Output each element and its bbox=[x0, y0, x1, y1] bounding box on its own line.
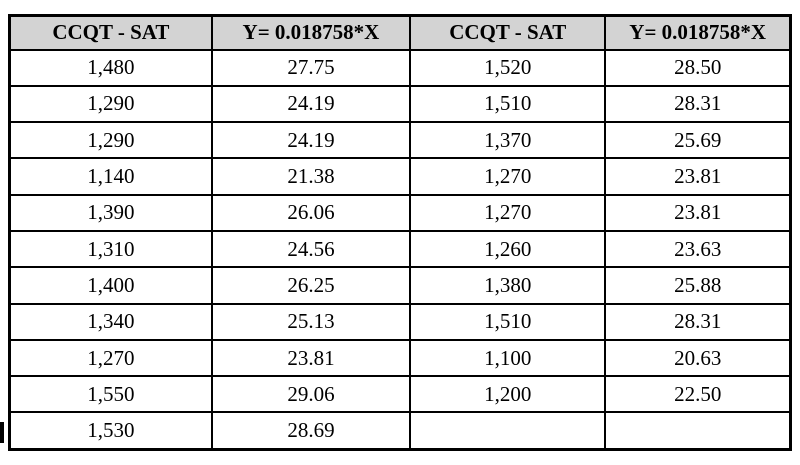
table-cell: 1,310 bbox=[8, 229, 213, 269]
scan-artifact-mark bbox=[0, 422, 4, 443]
table-cell: 1,290 bbox=[8, 84, 213, 124]
table-cell: 24.56 bbox=[210, 229, 412, 269]
table-cell: 28.69 bbox=[210, 411, 412, 451]
table-cell: 1,260 bbox=[409, 229, 607, 269]
table-cell: 21.38 bbox=[210, 157, 412, 196]
column-header-3: CCQT - SAT bbox=[409, 14, 607, 51]
table-cell: 1,510 bbox=[409, 302, 607, 341]
table-cell: 1,270 bbox=[409, 157, 607, 196]
table-cell: 1,140 bbox=[8, 157, 213, 196]
table-cell: 25.13 bbox=[210, 302, 412, 341]
table-cell: 25.88 bbox=[604, 266, 792, 305]
table-cell: 27.75 bbox=[210, 48, 412, 87]
table-cell: 1,480 bbox=[8, 48, 213, 87]
table-cell bbox=[604, 411, 792, 451]
table-cell: 24.19 bbox=[210, 121, 412, 160]
table-cell: 28.31 bbox=[604, 84, 792, 124]
table-cell: 29.06 bbox=[210, 375, 412, 414]
table-cell: 1,370 bbox=[409, 121, 607, 160]
table-cell: 25.69 bbox=[604, 121, 792, 160]
table-cell: 1,290 bbox=[8, 121, 213, 160]
table-cell: 26.06 bbox=[210, 193, 412, 232]
table-cell: 23.63 bbox=[604, 229, 792, 269]
table-row: 1,340 25.13 1,510 28.31 bbox=[8, 302, 792, 341]
table-row: 1,140 21.38 1,270 23.81 bbox=[8, 157, 792, 196]
table-cell: 28.50 bbox=[604, 48, 792, 87]
column-header-1: CCQT - SAT bbox=[8, 14, 213, 51]
table-cell: 26.25 bbox=[210, 266, 412, 305]
table-row: 1,530 28.69 bbox=[8, 411, 792, 451]
table-row: 1,550 29.06 1,200 22.50 bbox=[8, 375, 792, 414]
table-cell: 24.19 bbox=[210, 84, 412, 124]
table-cell: 1,200 bbox=[409, 375, 607, 414]
table-cell: 1,100 bbox=[409, 338, 607, 378]
table-cell: 1,530 bbox=[8, 411, 213, 451]
table-row: 1,270 23.81 1,100 20.63 bbox=[8, 338, 792, 378]
table-cell bbox=[409, 411, 607, 451]
score-conversion-table: CCQT - SAT Y= 0.018758*X CCQT - SAT Y= 0.01… bbox=[8, 14, 792, 451]
table-cell: 1,550 bbox=[8, 375, 213, 414]
table-cell: 1,400 bbox=[8, 266, 213, 305]
table-row: 1,290 24.19 1,510 28.31 bbox=[8, 84, 792, 124]
table-cell: 22.50 bbox=[604, 375, 792, 414]
table-row: 1,290 24.19 1,370 25.69 bbox=[8, 121, 792, 160]
table-row: 1,310 24.56 1,260 23.63 bbox=[8, 229, 792, 269]
table-row: 1,390 26.06 1,270 23.81 bbox=[8, 193, 792, 232]
column-header-4: Y= 0.018758*X bbox=[604, 14, 792, 51]
table-cell: 20.63 bbox=[604, 338, 792, 378]
table-cell: 1,520 bbox=[409, 48, 607, 87]
table-cell: 23.81 bbox=[604, 193, 792, 232]
table-cell: 1,380 bbox=[409, 266, 607, 305]
table-cell: 1,510 bbox=[409, 84, 607, 124]
table-cell: 23.81 bbox=[604, 157, 792, 196]
table-row: 1,480 27.75 1,520 28.50 bbox=[8, 48, 792, 87]
table-cell: 1,270 bbox=[8, 338, 213, 378]
table-cell: 23.81 bbox=[210, 338, 412, 378]
table-cell: 28.31 bbox=[604, 302, 792, 341]
table-cell: 1,270 bbox=[409, 193, 607, 232]
table-row: 1,400 26.25 1,380 25.88 bbox=[8, 266, 792, 305]
column-header-2: Y= 0.018758*X bbox=[210, 14, 412, 51]
table-cell: 1,340 bbox=[8, 302, 213, 341]
header-row: CCQT - SAT Y= 0.018758*X CCQT - SAT Y= 0.01… bbox=[8, 14, 792, 51]
table-cell: 1,390 bbox=[8, 193, 213, 232]
table-body: 1,480 27.75 1,520 28.50 1,290 24.19 1,510 28.31… bbox=[8, 48, 792, 451]
table-header: CCQT - SAT Y= 0.018758*X CCQT - SAT Y= 0.01… bbox=[8, 14, 792, 51]
